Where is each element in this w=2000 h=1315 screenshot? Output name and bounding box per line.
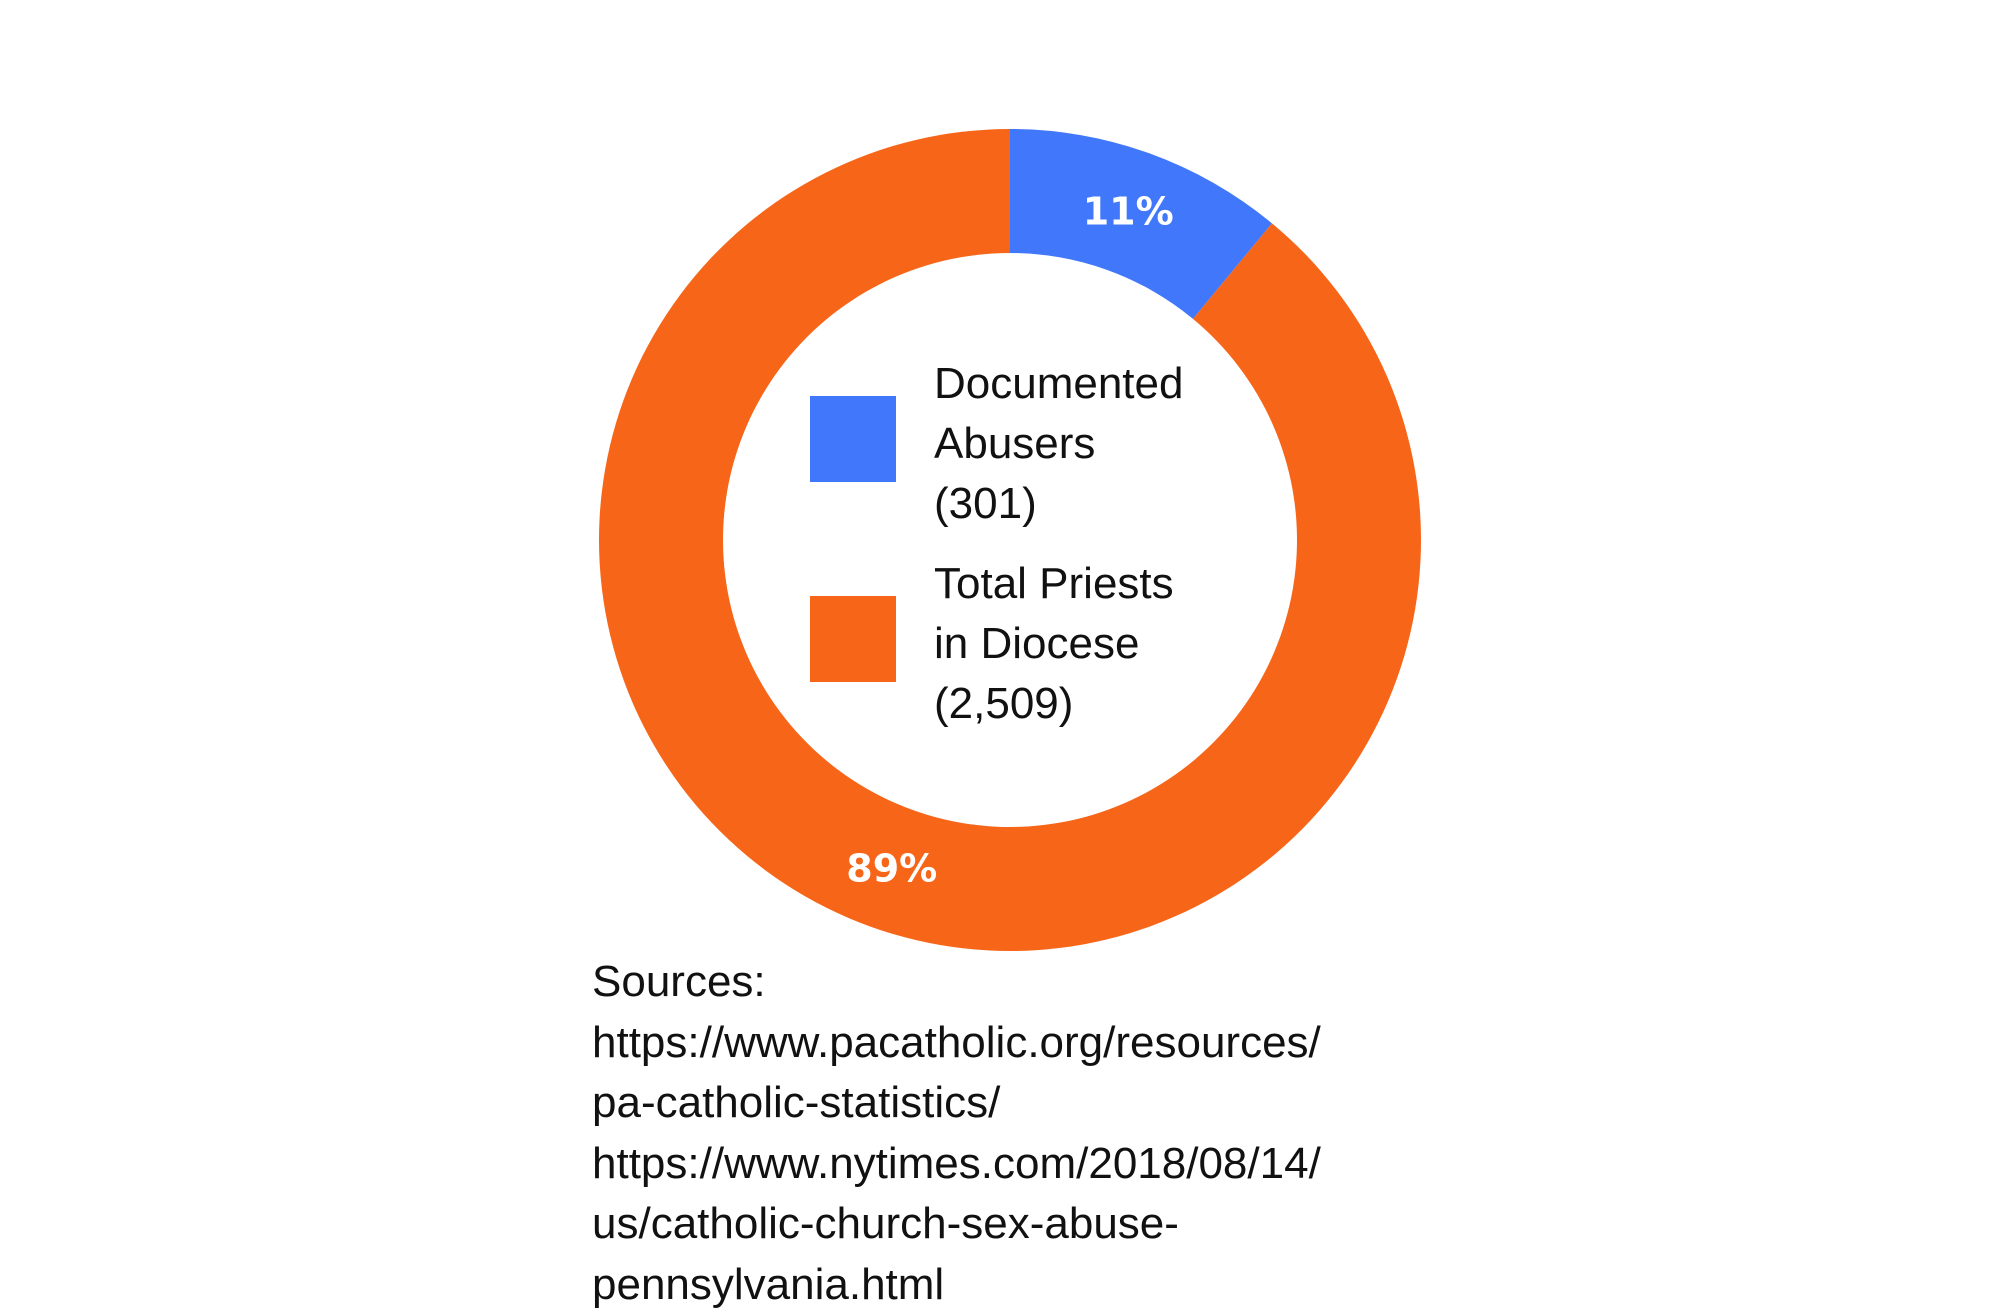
legend-item-total-priests: Total Priests in Diocese (2,509)	[810, 554, 1230, 734]
legend-line: in Diocese	[934, 614, 1234, 674]
legend-label-documented-abusers: Documented Abusers (301)	[934, 354, 1234, 534]
legend-swatch-documented-abusers	[810, 396, 896, 482]
legend: Documented Abusers (301) Total Priests i…	[810, 354, 1230, 754]
legend-line: Documented	[934, 354, 1234, 414]
source-line: https://www.nytimes.com/2018/08/14/	[592, 1134, 1472, 1195]
legend-swatch-total-priests	[810, 596, 896, 682]
legend-line: (2,509)	[934, 674, 1234, 734]
sources-note: Sources: https://www.pacatholic.org/reso…	[592, 952, 1472, 1315]
legend-item-documented-abusers: Documented Abusers (301)	[810, 354, 1230, 534]
legend-line: (301)	[934, 474, 1234, 534]
slice-percent-label-0: 11%	[1083, 190, 1174, 234]
slice-percent-label-1: 89%	[846, 846, 937, 890]
source-line: pa-catholic-statistics/	[592, 1073, 1472, 1134]
source-line: us/catholic-church-sex-abuse-	[592, 1194, 1472, 1255]
legend-line: Abusers	[934, 414, 1234, 474]
sources-heading: Sources:	[592, 952, 1472, 1013]
legend-line: Total Priests	[934, 554, 1234, 614]
source-line: https://www.pacatholic.org/resources/	[592, 1013, 1472, 1074]
legend-label-total-priests: Total Priests in Diocese (2,509)	[934, 554, 1234, 734]
